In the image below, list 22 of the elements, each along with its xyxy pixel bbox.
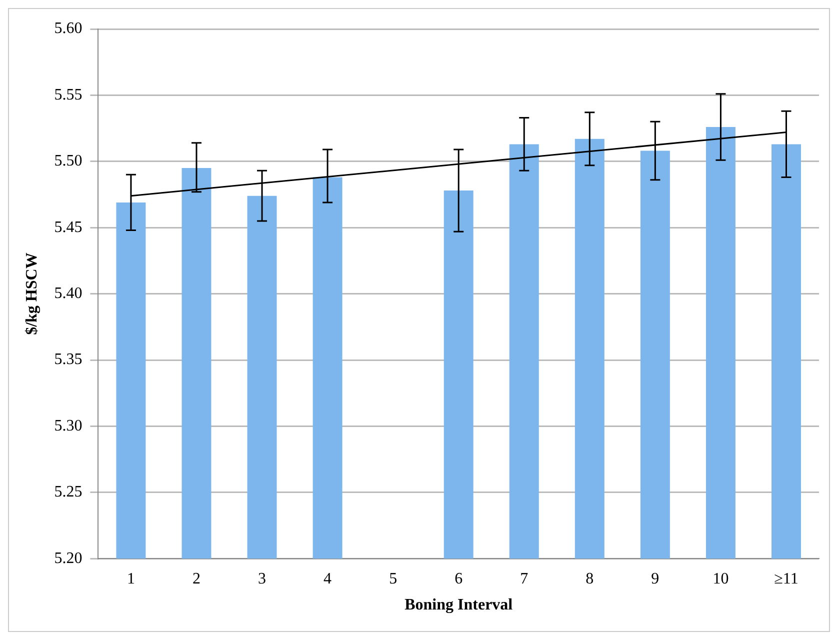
x-tick-label: 3	[258, 570, 266, 588]
y-tick-label: 5.60	[54, 20, 82, 38]
x-tick-label: 6	[454, 570, 463, 588]
x-axis-title: Boning Interval	[404, 596, 514, 614]
x-tick-label: 10	[712, 570, 729, 588]
y-tick-label: 5.30	[54, 417, 82, 434]
x-tick-label: 1	[126, 570, 135, 588]
y-tick-label: 5.35	[54, 351, 82, 368]
x-tick-label: 8	[586, 570, 594, 588]
x-tick-label: 9	[651, 570, 660, 588]
y-tick-label: 5.40	[54, 285, 82, 302]
x-tick-label: 7	[520, 570, 528, 588]
y-axis-title: $/kg HSCW	[24, 252, 41, 335]
y-tick-label: 5.25	[54, 484, 82, 501]
x-tick-label: 2	[192, 570, 200, 588]
y-tick-label: 5.45	[54, 218, 82, 236]
y-tick-label: 5.55	[54, 86, 82, 104]
x-tick-label: 4	[324, 570, 332, 588]
x-tick-label: 5	[389, 570, 398, 588]
y-tick-label: 5.20	[54, 550, 82, 567]
x-tick-label: ≥11	[774, 570, 798, 588]
y-tick-label: 5.50	[54, 152, 82, 170]
